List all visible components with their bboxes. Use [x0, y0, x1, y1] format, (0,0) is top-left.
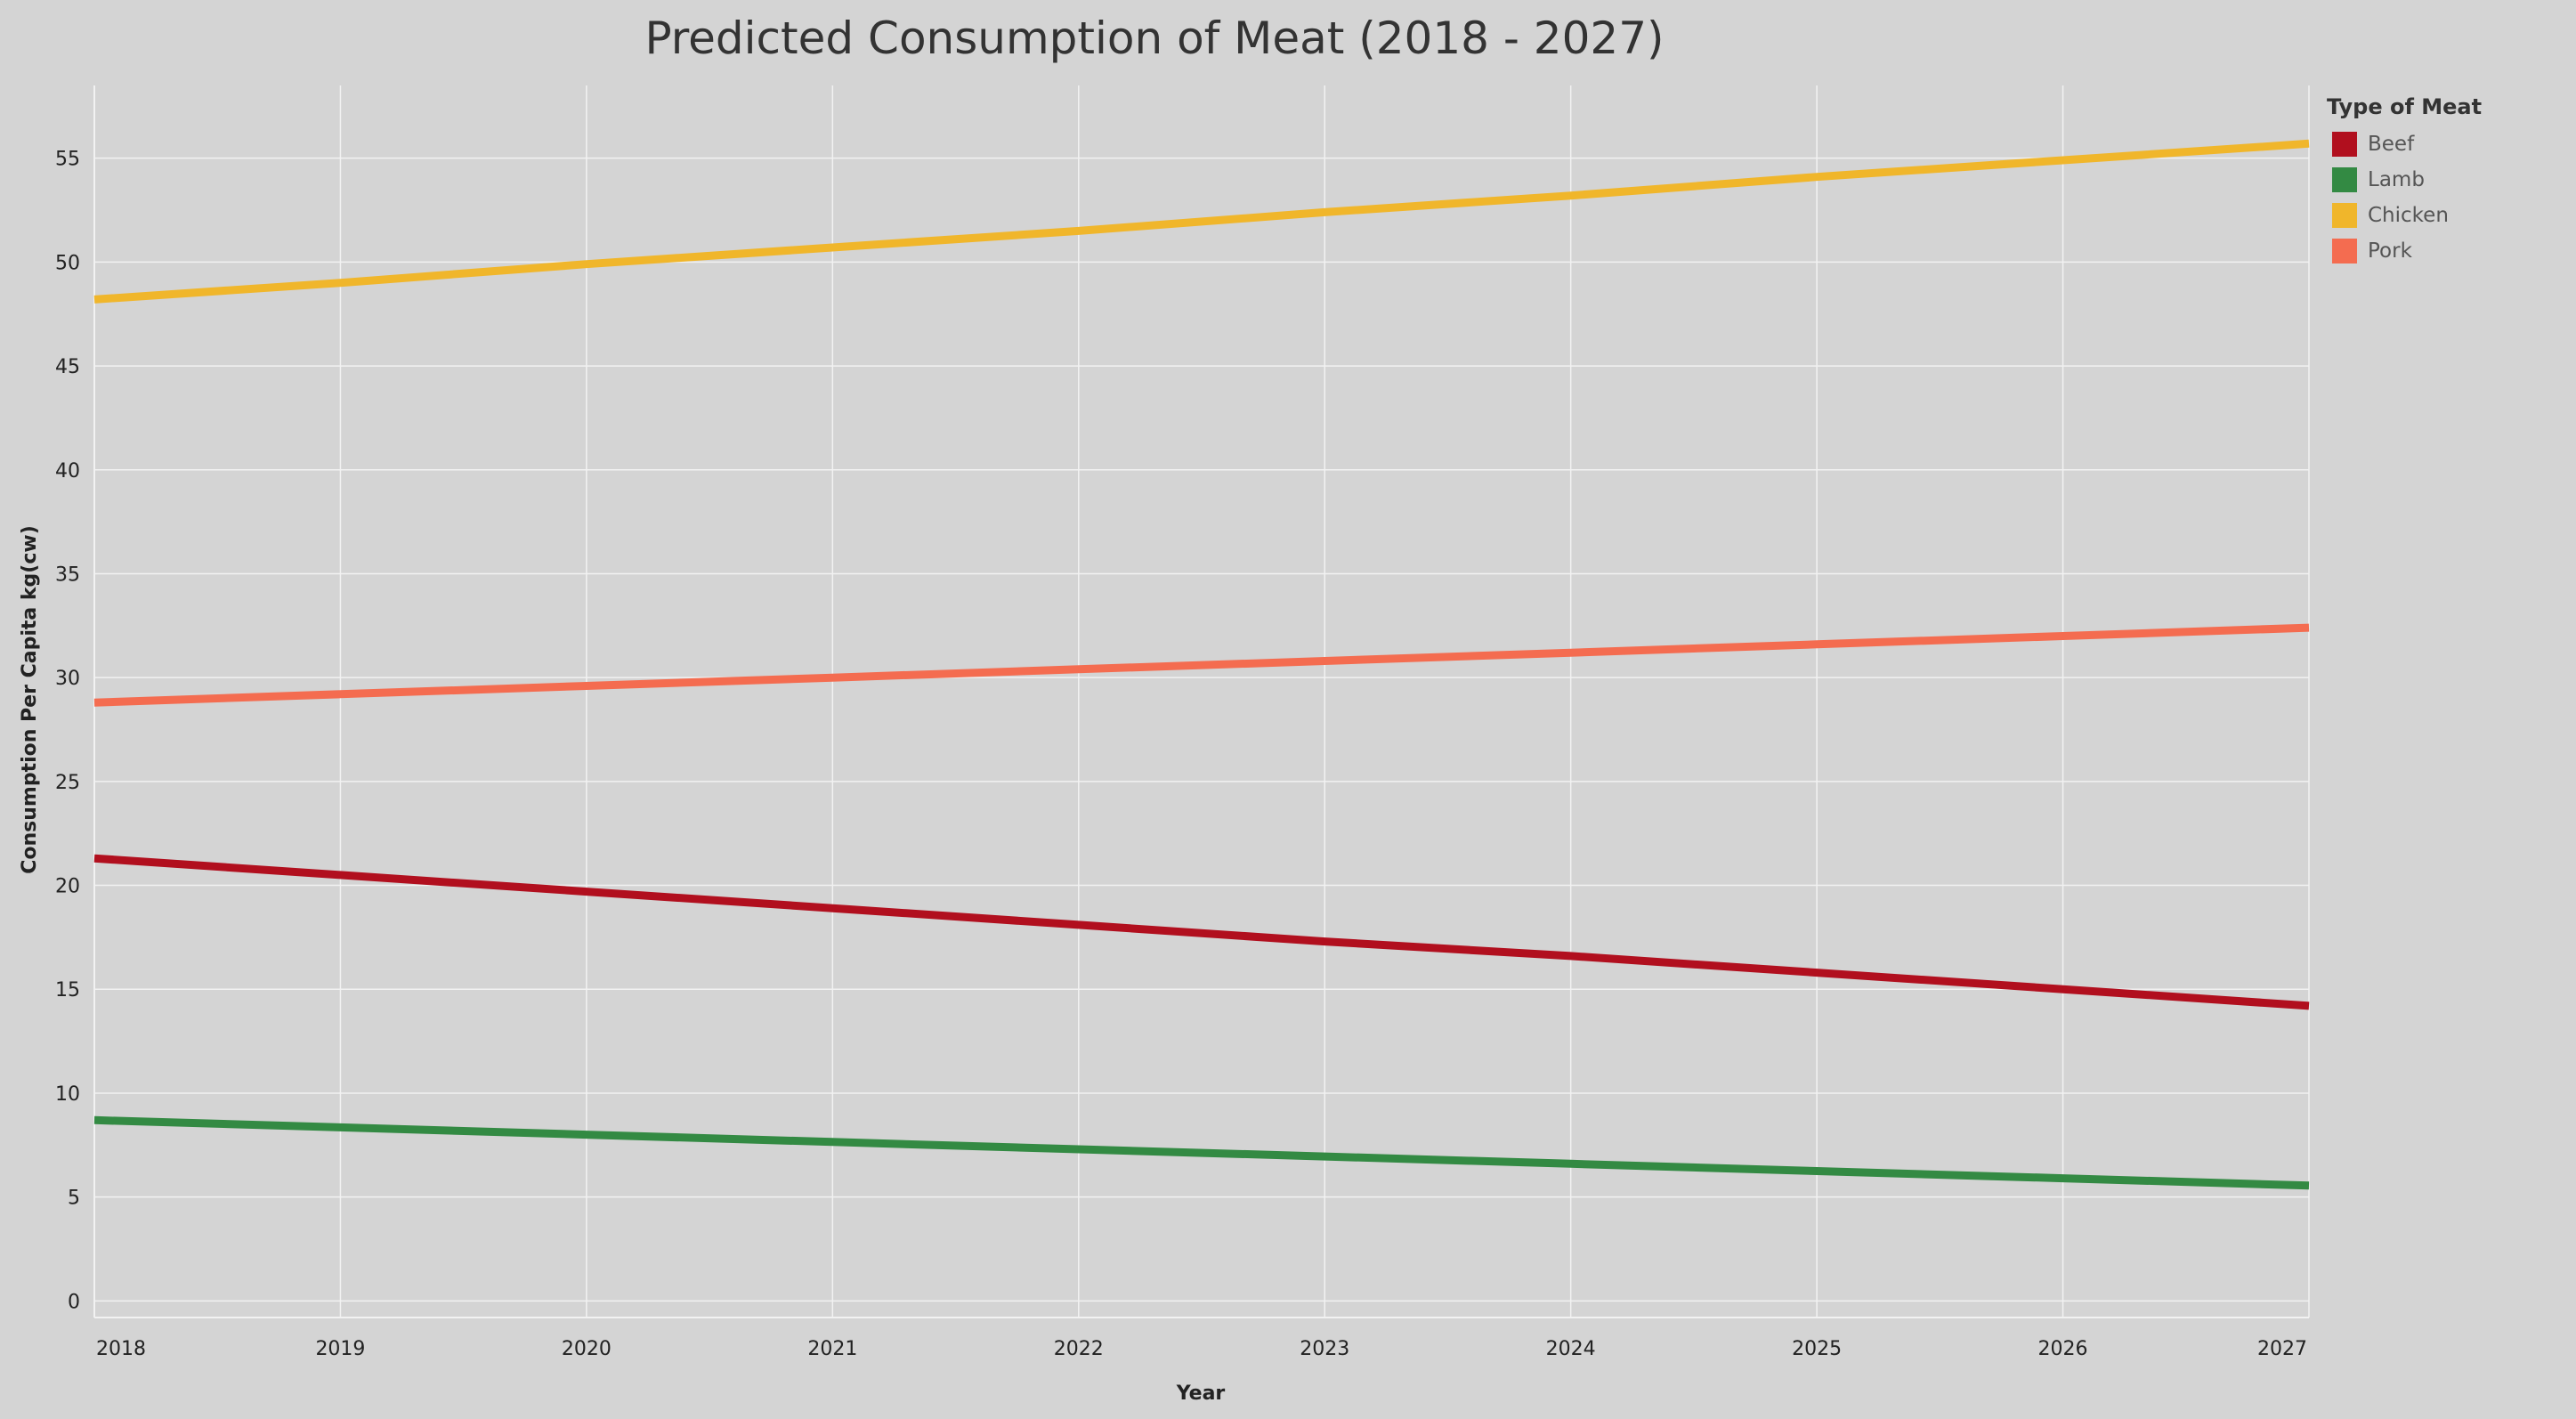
x-tick-label: 2021	[807, 1338, 857, 1360]
legend-label: Beef	[2368, 133, 2415, 156]
legend-label: Lamb	[2368, 168, 2425, 191]
y-tick-label: 0	[68, 1291, 80, 1313]
x-tick-label: 2022	[1054, 1338, 1104, 1360]
y-tick-label: 45	[55, 356, 80, 378]
chart-title: Predicted Consumption of Meat (2018 - 20…	[644, 12, 1665, 64]
legend-item-chicken: Chicken	[2327, 198, 2482, 233]
x-tick-label: 2027	[2257, 1338, 2307, 1360]
legend-item-pork: Pork	[2327, 233, 2482, 269]
y-tick-label: 25	[55, 772, 80, 794]
y-tick-label: 15	[55, 979, 80, 1001]
series-layer	[93, 139, 2310, 1190]
legend-title: Type of Meat	[2327, 94, 2483, 119]
legend-label: Pork	[2368, 239, 2412, 263]
series-line-pork	[93, 623, 2310, 707]
x-tick-label: 2020	[562, 1338, 612, 1360]
y-tick-label: 35	[55, 564, 80, 586]
legend-items: Beef Lamb Chicken Pork	[2327, 126, 2482, 269]
series-line-chicken	[93, 139, 2310, 304]
legend-swatch	[2332, 239, 2357, 264]
x-tick-label: 2026	[2038, 1338, 2088, 1360]
x-axis-title: Year	[1176, 1383, 1226, 1405]
legend-swatch	[2332, 132, 2357, 157]
label-layer: Year Consumption Per Capita kg(cw)	[19, 525, 1225, 1405]
legend: Type of Meat Beef Lamb Chicken Pork	[2327, 94, 2482, 269]
x-tick-label: 2025	[1792, 1338, 1842, 1360]
series-line-beef	[93, 854, 2310, 1010]
y-tick-label: 40	[55, 460, 80, 482]
y-tick-label: 55	[55, 149, 80, 171]
legend-item-lamb: Lamb	[2327, 162, 2482, 198]
y-tick-label: 50	[55, 252, 80, 274]
legend-swatch	[2332, 167, 2357, 192]
grid-layer	[93, 85, 2310, 1318]
y-tick-label: 10	[55, 1083, 80, 1106]
x-tick-label: 2019	[315, 1338, 365, 1360]
x-tick-label: 2023	[1300, 1338, 1349, 1360]
x-tick-label: 2024	[1546, 1338, 1596, 1360]
y-tick-label: 30	[55, 668, 80, 690]
legend-label: Chicken	[2368, 204, 2449, 227]
legend-swatch	[2332, 203, 2357, 228]
y-tick-label: 20	[55, 876, 80, 898]
y-axis-title: Consumption Per Capita kg(cw)	[19, 525, 41, 874]
y-tick-label: 5	[68, 1188, 80, 1210]
legend-item-beef: Beef	[2327, 126, 2482, 162]
series-line-lamb	[93, 1115, 2310, 1190]
x-tick-label: 2018	[96, 1338, 146, 1360]
